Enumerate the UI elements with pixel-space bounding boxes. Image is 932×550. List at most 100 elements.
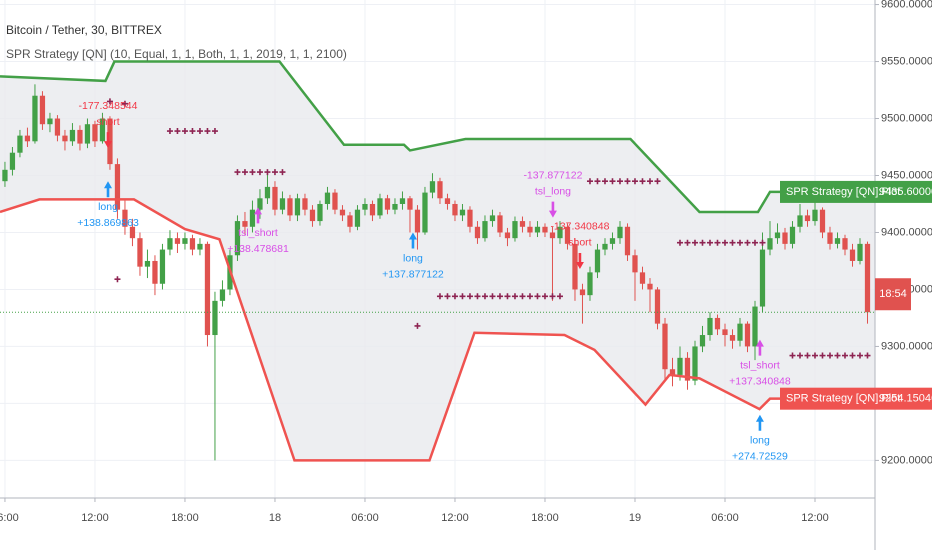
candle-body <box>587 272 593 296</box>
stop-marker <box>759 239 766 246</box>
candle-body <box>77 129 83 144</box>
candle-body <box>459 209 466 216</box>
candle-body <box>264 186 271 199</box>
band-line <box>0 198 875 462</box>
stop-marker <box>601 178 608 185</box>
stop-marker <box>796 352 803 359</box>
stop-marker <box>684 239 691 246</box>
candle-body <box>279 198 286 210</box>
candle-body <box>662 323 668 370</box>
candle-body <box>414 209 421 233</box>
countdown-box <box>875 278 911 311</box>
y-tick-label: 9600.00000 <box>881 0 932 10</box>
signal-label: tsl_short <box>740 359 780 371</box>
candle-body <box>677 357 683 375</box>
stop-marker <box>114 276 121 283</box>
stop-marker <box>264 169 271 176</box>
plot-label-name: SPR Strategy [QN]:Plot <box>786 186 900 198</box>
candle-body <box>257 198 263 210</box>
stop-marker <box>721 239 728 246</box>
candle-body <box>84 124 91 144</box>
stop-marker <box>459 293 466 300</box>
stop-marker <box>654 178 661 185</box>
stop-marker <box>249 169 256 176</box>
candle-body <box>617 226 623 239</box>
candle-body <box>549 232 556 239</box>
stop-marker <box>189 128 196 135</box>
candle-body <box>707 317 713 336</box>
candle-body <box>684 357 691 381</box>
x-tick-label: 12:00 <box>81 512 109 524</box>
candle-body <box>467 209 473 227</box>
y-tick-label: 9200.00000 <box>881 454 932 466</box>
stop-marker <box>271 169 278 176</box>
stop-marker <box>196 128 203 135</box>
candle-body <box>557 226 563 239</box>
candle-body <box>737 323 743 341</box>
signal-label: -137.340848 <box>550 221 609 233</box>
stop-marker <box>181 128 188 135</box>
candle-body <box>474 226 481 239</box>
band-line <box>0 60 875 214</box>
candle-body <box>9 152 16 170</box>
candle-body <box>309 209 316 222</box>
y-tick-label: 9300.00000 <box>881 340 932 352</box>
plot-label-box <box>780 387 932 410</box>
stop-marker <box>804 352 811 359</box>
candle-body <box>804 215 811 222</box>
candle-body <box>512 221 518 239</box>
signal-label: -137.877122 <box>523 169 582 181</box>
candle-body <box>272 186 278 210</box>
candle-body <box>849 249 856 261</box>
stop-marker <box>166 128 173 135</box>
signal-label: +138.869863 <box>77 217 139 229</box>
candle-body <box>789 226 796 244</box>
stop-marker <box>751 239 758 246</box>
stop-marker <box>594 178 601 185</box>
stop-marker <box>541 293 548 300</box>
stop-marker <box>556 293 563 300</box>
signal-label: long <box>403 252 423 264</box>
plot-label-box <box>780 180 932 203</box>
band-fill <box>0 61 875 461</box>
stop-marker <box>609 178 616 185</box>
x-tick-label: 12:00 <box>801 512 829 524</box>
signal-label: +137.340848 <box>729 375 791 387</box>
stop-marker <box>234 169 241 176</box>
candle-body <box>624 226 631 256</box>
stop-marker <box>511 293 518 300</box>
stop-marker <box>864 352 871 359</box>
candle-body <box>542 226 548 233</box>
x-tick-label: 06:00 <box>351 512 379 524</box>
candle-body <box>167 238 173 250</box>
stop-marker <box>414 322 421 329</box>
candle-body <box>137 238 143 267</box>
candle-body <box>384 198 391 210</box>
candle-body <box>714 317 721 330</box>
stop-marker <box>631 178 638 185</box>
signal-label: long <box>750 435 770 447</box>
stop-marker <box>466 293 473 300</box>
stop-marker <box>714 239 721 246</box>
candle-body <box>842 238 848 250</box>
candle-body <box>99 118 106 142</box>
stop-marker <box>646 178 653 185</box>
stop-marker <box>174 128 181 135</box>
candle-body <box>497 215 503 233</box>
indicator-title: SPR Strategy [QN] (10, Equal, 1, 1, Both… <box>6 47 347 61</box>
candle-body <box>504 232 511 239</box>
signal-arrow <box>575 252 584 269</box>
candle-body <box>722 329 728 336</box>
candle-body <box>579 289 586 296</box>
signal-label: long <box>98 201 118 213</box>
candle-body <box>489 215 496 222</box>
stop-marker <box>624 178 631 185</box>
candle-body <box>797 215 803 227</box>
candle-body <box>654 289 661 324</box>
candle-body <box>347 215 353 227</box>
stop-marker <box>736 239 743 246</box>
x-tick-label: 06:00 <box>0 512 19 524</box>
candle-body <box>324 192 331 204</box>
candle-body <box>302 198 308 210</box>
candle-body <box>482 221 488 239</box>
